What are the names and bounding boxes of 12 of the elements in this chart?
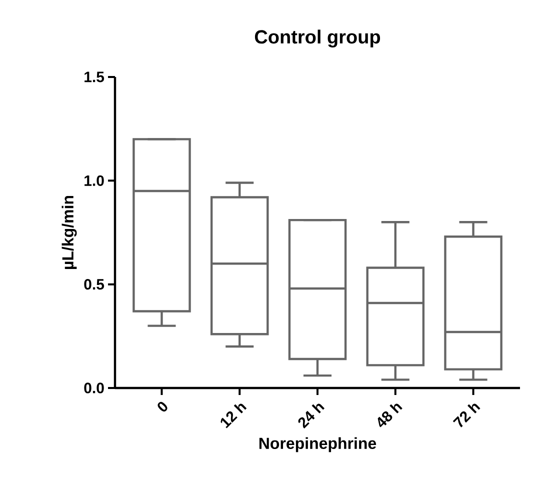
x-tick-label: 48 h: [378, 404, 402, 428]
x-tick-label: 72 h: [452, 404, 480, 428]
x-tick-label: 0: [158, 402, 168, 412]
y-tick-label: 0.0: [84, 382, 104, 394]
y-axis-title: µL/kg/min: [62, 196, 77, 269]
x-tick-label: 12 h: [220, 404, 247, 428]
y-tick-label: 1.5: [84, 72, 104, 82]
x-tick-label: 24 h: [298, 404, 325, 429]
x-axis-title: Norepinephrine: [259, 437, 376, 452]
y-tick-label: 0.5: [84, 279, 104, 290]
y-tick-label: 1.0: [84, 175, 104, 186]
chart-title: Control group: [254, 30, 380, 48]
